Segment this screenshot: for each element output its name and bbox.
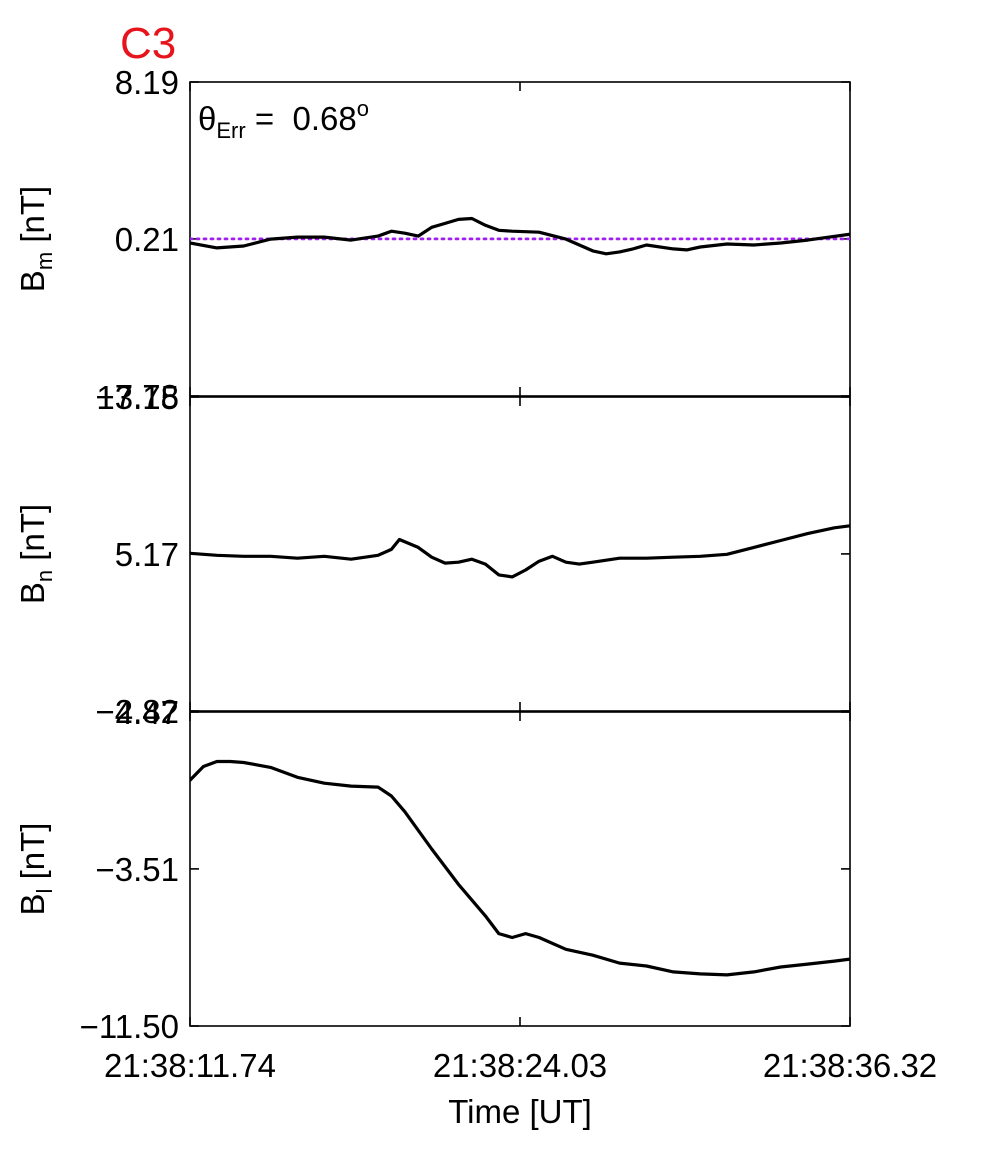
panel-bm-ytick-label-2: 8.19 (115, 64, 179, 101)
panel-bn-ylabel-unit: [nT] (14, 504, 51, 570)
panel-bn-ytick-label-2: 13.15 (96, 379, 179, 416)
panel-bm-ytick-label-0: −7.78 (96, 378, 180, 415)
panel-bn-frame (189, 396, 851, 712)
panel-bm-ytick-label-1: 0.21 (115, 221, 179, 258)
panel-bn-ylabel-sub: n (32, 570, 57, 582)
panel-bl-series-line (190, 759, 850, 977)
x-axis-label: Time [UT] (448, 1093, 592, 1130)
theta-annotation: θErr = 0.68o (198, 96, 369, 143)
panel-bm-ylabel-main: B (14, 270, 51, 292)
panel-bm-ylabel: Bm [nT] (14, 186, 57, 292)
x-tick-label-0: 21:38:11.74 (104, 1047, 276, 1084)
panel-bm-ylabel-unit: [nT] (14, 186, 51, 252)
panels: −7.78 0.21 8.19 Bm [nT] −2.82 5.17 13.15 Bn [nT… (14, 64, 851, 1045)
panel-bn-ytick-label-1: 5.17 (115, 536, 179, 573)
panel-bn-series-line (190, 524, 850, 579)
x-tick-label-1: 21:38:24.03 (433, 1047, 607, 1084)
panel-title: C3 (120, 19, 176, 68)
panel-bn-ytick-label-0: −2.82 (96, 693, 180, 730)
panel-bl-ylabel-unit: [nT] (14, 823, 51, 889)
panel-bn-ylabel: Bn [nT] (14, 504, 57, 604)
theta-value: 0.68 (292, 100, 356, 137)
panel-bl-ylabel-main: B (14, 893, 51, 915)
panel-bl-frame (189, 711, 851, 1027)
panel-bl-ytick-label-2: 4.47 (115, 694, 179, 731)
panel-bn-ylabel-main: B (14, 582, 51, 604)
panel-bl-ylabel: Bl [nT] (14, 823, 57, 916)
theta-symbol: θ (198, 100, 216, 137)
panel-bm-series-line (190, 216, 850, 256)
theta-subscript: Err (216, 118, 245, 143)
panel-bl-ytick-label-0: −11.50 (80, 1008, 179, 1045)
panel-bl-ytick-label-1: −3.51 (96, 851, 180, 888)
theta-degree: o (357, 96, 369, 121)
x-tick-label-2: 21:38:36.32 (763, 1047, 937, 1084)
panel-bl-ylabel-sub: l (32, 889, 57, 894)
panel-bm-ylabel-sub: m (32, 252, 57, 270)
theta-equals: = (246, 100, 293, 137)
